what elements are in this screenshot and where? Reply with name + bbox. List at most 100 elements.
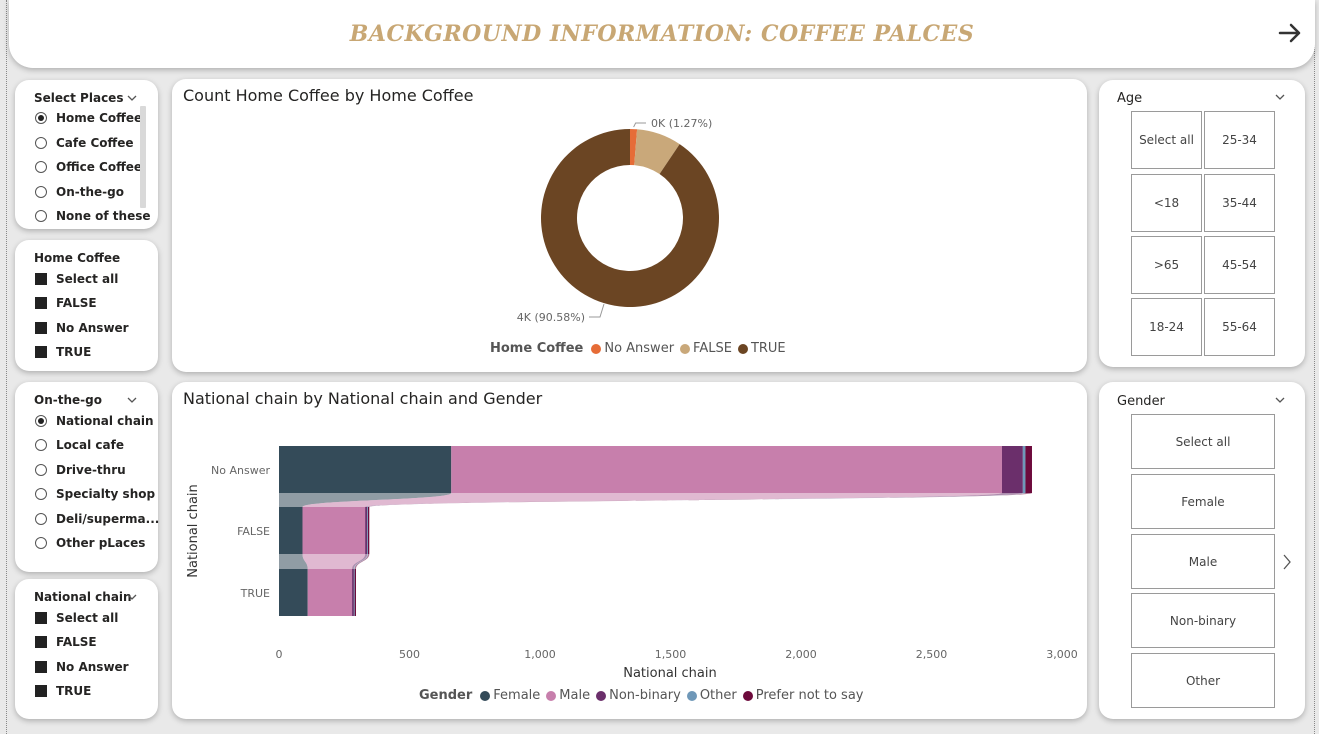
bar-false-prefer-not-to-say[interactable] xyxy=(368,507,370,554)
age-tile-25-34[interactable]: 25-34 xyxy=(1204,111,1275,169)
radio-icon xyxy=(35,210,47,222)
checkbox-no-answer[interactable]: No Answer xyxy=(35,660,129,674)
legend-item-non-binary[interactable]: Non-binary xyxy=(596,688,681,703)
checkbox-true[interactable]: TRUE xyxy=(35,684,91,698)
gender-tile-non-binary[interactable]: Non-binary xyxy=(1131,593,1275,648)
checkbox-icon xyxy=(35,612,47,624)
age-tile-select-all[interactable]: Select all xyxy=(1131,111,1202,169)
bar-false-non-binary[interactable] xyxy=(365,507,368,554)
age-tile-35-44[interactable]: 35-44 xyxy=(1204,174,1275,232)
checkbox-icon xyxy=(35,685,47,697)
bar-true-other[interactable] xyxy=(353,569,355,616)
radio-option-home-coffee[interactable]: Home Coffee xyxy=(35,111,142,125)
radio-icon xyxy=(35,439,47,451)
legend-item-no-answer[interactable]: No Answer xyxy=(591,341,674,356)
bar-true-non-binary[interactable] xyxy=(352,569,354,616)
radio-option-office-coffee[interactable]: Office Coffee xyxy=(35,160,142,174)
radio-selected-icon xyxy=(35,112,47,124)
age-tile-55-64[interactable]: 55-64 xyxy=(1204,298,1275,356)
legend-item-female[interactable]: Female xyxy=(480,688,540,703)
chevron-down-icon[interactable] xyxy=(127,395,137,405)
legend-title: Home Coffee xyxy=(490,341,584,356)
checkbox-select-all[interactable]: Select all xyxy=(35,611,118,625)
radio-option-local-cafe[interactable]: Local cafe xyxy=(35,438,124,452)
slicer-home-coffee: Home Coffee Select all FALSE No Answer T… xyxy=(15,240,158,371)
chevron-right-icon[interactable] xyxy=(1282,554,1292,570)
gender-tile-male[interactable]: Male xyxy=(1131,534,1275,589)
age-tile-45-54[interactable]: 45-54 xyxy=(1204,236,1275,294)
ribbon-female xyxy=(279,554,308,569)
ribbon-non-binary xyxy=(352,554,368,569)
gender-tile-select-all[interactable]: Select all xyxy=(1131,414,1275,469)
donut-chart[interactable]: 0K (1.27%) 4K (90.58%) xyxy=(172,79,1087,372)
chevron-down-icon[interactable] xyxy=(127,93,137,103)
slicer-on-the-go: On-the-go National chain Local cafe Driv… xyxy=(15,382,159,572)
legend-item-other[interactable]: Other xyxy=(686,688,737,703)
legend-dot xyxy=(591,343,602,354)
bar-false-other[interactable] xyxy=(367,507,369,554)
x-tick-label: 3,000 xyxy=(1046,648,1078,661)
radio-option-cafe-coffee[interactable]: Cafe Coffee xyxy=(35,136,134,150)
bar-true-male[interactable] xyxy=(307,569,353,616)
age-tile-18-24[interactable]: 18-24 xyxy=(1131,298,1202,356)
bar-no-answer-prefer-not-to-say[interactable] xyxy=(1025,446,1032,493)
radio-option-deli[interactable]: Deli/superma... xyxy=(35,512,159,526)
legend-item-prefer-not-to-say[interactable]: Prefer not to say xyxy=(742,688,864,703)
bar-no-answer-other[interactable] xyxy=(1022,446,1026,493)
gender-slicer: Gender Select all Female Male Non-binary… xyxy=(1099,382,1305,719)
age-tile-over-65[interactable]: >65 xyxy=(1131,236,1202,294)
bar-true-female[interactable] xyxy=(279,569,308,616)
radio-option-national-chain[interactable]: National chain xyxy=(35,414,154,428)
ribbon-other xyxy=(367,493,1026,507)
header-bar: BACKGROUND INFORMATION: COFFEE PALCES xyxy=(9,0,1315,68)
checkbox-select-all[interactable]: Select all xyxy=(35,272,118,286)
gender-tile-other[interactable]: Other xyxy=(1131,653,1275,708)
gender-tile-female[interactable]: Female xyxy=(1131,474,1275,529)
radio-option-drive-thru[interactable]: Drive-thru xyxy=(35,463,126,477)
donut-chart-title: Count Home Coffee by Home Coffee xyxy=(183,86,474,105)
bar-no-answer-non-binary[interactable] xyxy=(1001,446,1023,493)
bar-true-prefer-not-to-say[interactable] xyxy=(354,569,356,616)
x-axis-title: National chain xyxy=(623,666,717,681)
chevron-down-icon[interactable] xyxy=(127,592,137,602)
bar-false-female[interactable] xyxy=(279,507,303,554)
ribbon-female xyxy=(279,493,452,507)
x-tick-label: 0 xyxy=(276,648,283,661)
age-slicer-title: Age xyxy=(1117,91,1143,106)
checkbox-false[interactable]: FALSE xyxy=(35,296,97,310)
y-category-label: TRUE xyxy=(240,587,270,600)
bar-no-answer-female[interactable] xyxy=(279,446,452,493)
leader-line xyxy=(589,303,605,318)
radio-option-on-the-go[interactable]: On-the-go xyxy=(35,185,124,199)
legend-item-male[interactable]: Male xyxy=(546,688,590,703)
slicer-national-chain: National chain Select all FALSE No Answe… xyxy=(15,579,158,719)
checkbox-no-answer[interactable]: No Answer xyxy=(35,321,129,335)
checkbox-false[interactable]: FALSE xyxy=(35,635,97,649)
bar-false-male[interactable] xyxy=(302,507,366,554)
chevron-down-icon[interactable] xyxy=(1275,395,1285,405)
radio-option-other-places[interactable]: Other pLaces xyxy=(35,536,145,550)
radio-icon xyxy=(35,488,47,500)
y-category-label: No Answer xyxy=(211,464,270,477)
ribbon-non-binary xyxy=(365,493,1023,507)
legend-item-true[interactable]: TRUE xyxy=(737,341,786,356)
checkbox-true[interactable]: TRUE xyxy=(35,345,91,359)
legend-dot xyxy=(480,690,491,701)
donut-slice-no-answer[interactable] xyxy=(630,129,638,166)
scrollbar[interactable] xyxy=(140,106,146,208)
radio-option-specialty-shop[interactable]: Specialty shop xyxy=(35,487,155,501)
gender-slicer-title: Gender xyxy=(1117,394,1165,409)
age-tile-under-18[interactable]: <18 xyxy=(1131,174,1202,232)
legend-dot xyxy=(596,690,607,701)
donut-slice-true[interactable] xyxy=(541,129,719,307)
ribbon-prefer-not-to-say xyxy=(368,493,1032,507)
radio-option-none-of-these[interactable]: None of these xyxy=(35,209,151,222)
legend-item-false[interactable]: FALSE xyxy=(680,341,732,356)
bar-no-answer-male[interactable] xyxy=(451,446,1002,493)
chevron-down-icon[interactable] xyxy=(1275,92,1285,102)
arrow-right-icon[interactable] xyxy=(1277,20,1303,46)
checkbox-icon xyxy=(35,273,47,285)
legend-dot xyxy=(742,690,753,701)
bar-chart[interactable]: 0 500 1,000 1,500 2,000 2,500 3,000 No Answer FA… xyxy=(172,382,1087,719)
donut-slice-false[interactable] xyxy=(634,129,680,175)
